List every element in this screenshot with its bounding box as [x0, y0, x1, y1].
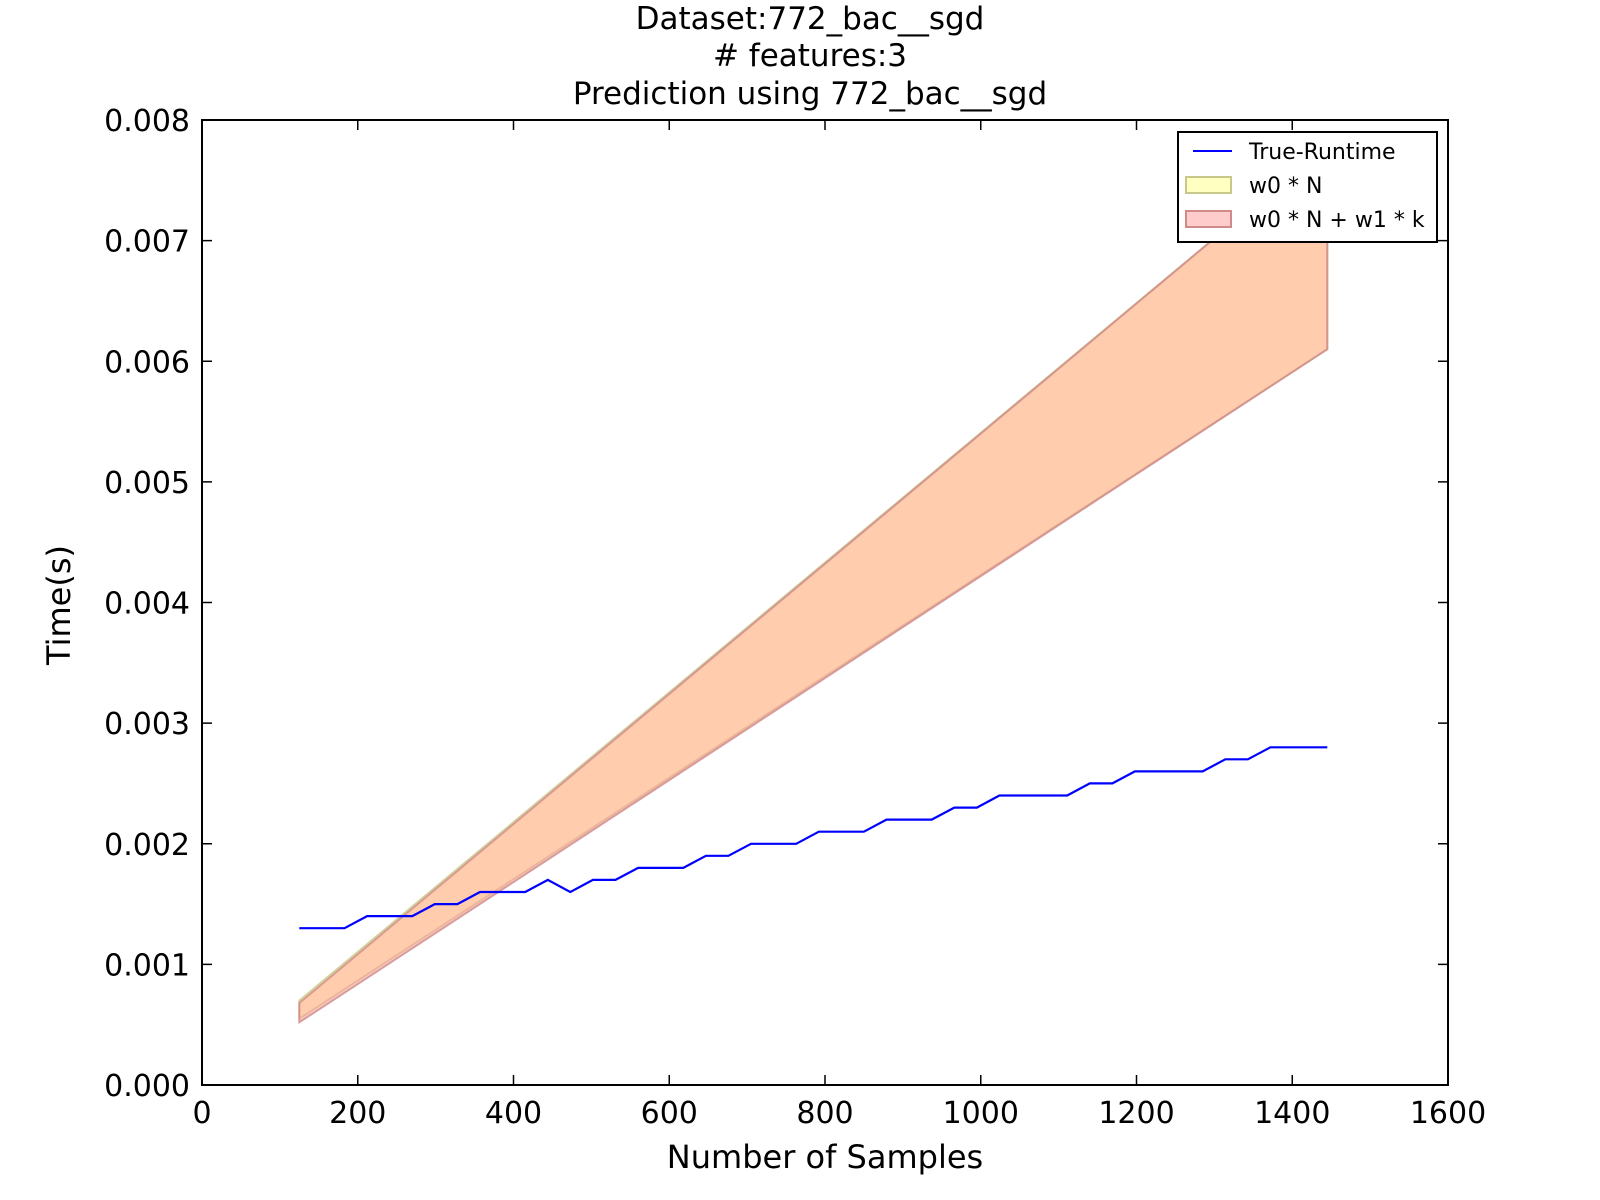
legend: True-Runtime w0 * N w0 * N + w1 * k — [1177, 131, 1438, 243]
chart-title: Dataset:772_bac__sgd # features:3 Predic… — [573, 1, 1047, 112]
x-axis-label: Number of Samples — [667, 1138, 983, 1176]
x-tick-label: 200 — [329, 1096, 386, 1131]
y-tick-label: 0.008 — [104, 104, 190, 139]
y-tick-label: 0.004 — [104, 587, 190, 622]
prediction-bands — [298, 141, 1329, 1025]
legend-label-w0-n: w0 * N — [1249, 174, 1322, 199]
band-w0-n-w1-k — [298, 141, 1329, 1025]
x-axis: 0 200 400 600 800 1000 1200 1400 1600 — [192, 120, 1486, 1131]
runtime-lines — [299, 746, 1328, 930]
y-tick-label: 0.002 — [104, 828, 190, 863]
title-line-3: Prediction using 772_bac__sgd — [573, 76, 1047, 112]
y-tick-label: 0.001 — [104, 948, 190, 983]
x-tick-label: 800 — [796, 1096, 853, 1131]
legend-swatch-w0-n-w1-k — [1185, 210, 1232, 228]
x-tick-label: 1000 — [943, 1096, 1019, 1131]
title-line-2: # features:3 — [713, 38, 907, 74]
series-line-true-runtime — [299, 746, 1328, 930]
x-tick-label: 400 — [485, 1096, 542, 1131]
y-tick-label: 0.006 — [104, 345, 190, 380]
y-tick-label: 0.005 — [104, 466, 190, 501]
x-tick-label: 1600 — [1410, 1096, 1486, 1131]
y-axis: 0.000 0.001 0.002 0.003 0.004 0.005 0.006 0.007… — [104, 104, 1448, 1104]
y-tick-label: 0.003 — [104, 707, 190, 742]
y-tick-label: 0.007 — [104, 225, 190, 260]
x-tick-label: 600 — [641, 1096, 698, 1131]
title-line-1: Dataset:772_bac__sgd — [636, 1, 985, 37]
legend-label-true-runtime: True-Runtime — [1248, 140, 1396, 165]
y-axis-label: Time(s) — [40, 545, 78, 666]
x-tick-label: 1200 — [1098, 1096, 1174, 1131]
x-tick-label: 1400 — [1254, 1096, 1330, 1131]
x-tick-label: 0 — [192, 1096, 211, 1131]
y-tick-label: 0.000 — [104, 1069, 190, 1104]
legend-label-w0-n-w1-k: w0 * N + w1 * k — [1249, 208, 1425, 233]
legend-swatch-w0-n — [1185, 176, 1232, 194]
